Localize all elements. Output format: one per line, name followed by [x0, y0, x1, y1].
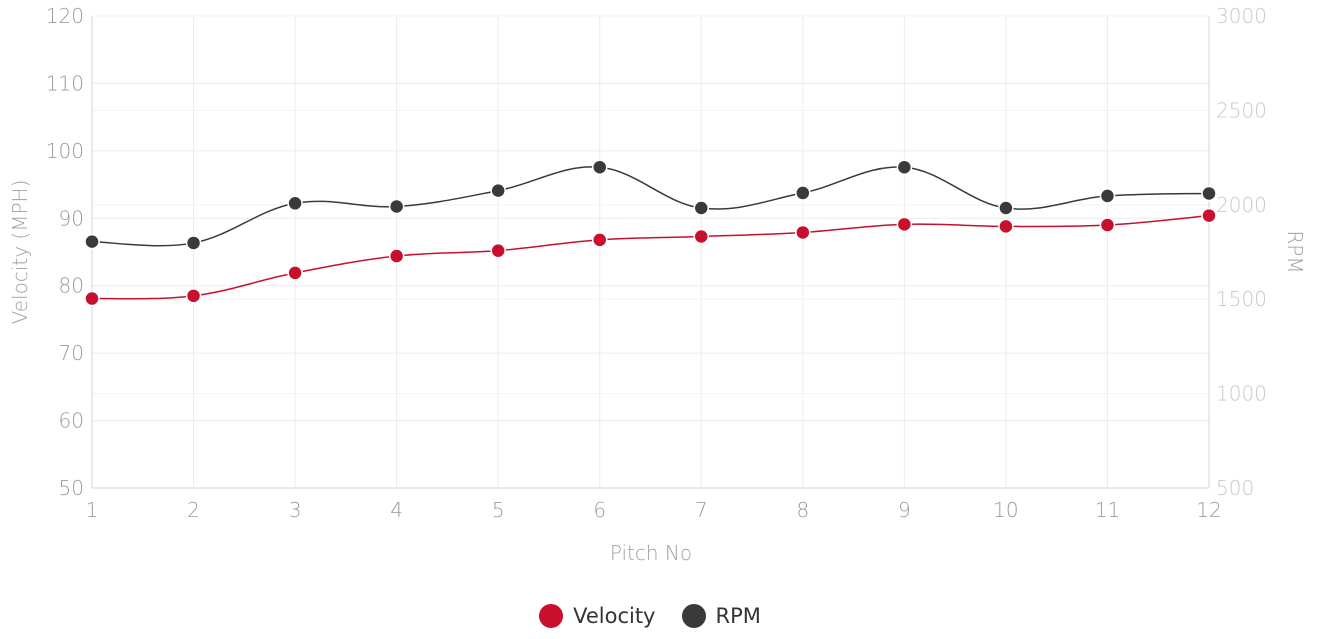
- data-point-velocity[interactable]: [287, 265, 303, 281]
- left-tick-label: 80: [59, 274, 84, 298]
- legend-label-velocity: Velocity: [573, 604, 656, 628]
- x-tick-label: 12: [1196, 498, 1221, 522]
- left-tick-label: 90: [59, 206, 84, 230]
- x-tick-label: 1: [86, 498, 99, 522]
- data-point-velocity[interactable]: [490, 242, 506, 259]
- left-tick-label: 100: [46, 139, 84, 163]
- legend-item-rpm[interactable]: RPM: [681, 604, 761, 628]
- data-point-rpm[interactable]: [287, 195, 303, 212]
- x-tick-label: 8: [796, 498, 809, 522]
- data-point-rpm[interactable]: [591, 159, 608, 175]
- data-point-rpm[interactable]: [1201, 185, 1217, 202]
- data-point-velocity[interactable]: [693, 228, 710, 245]
- left-axis-ticks: 50 60 70 80 90 100 110 120: [46, 4, 84, 500]
- data-point-rpm[interactable]: [998, 200, 1014, 216]
- data-point-velocity[interactable]: [795, 224, 811, 241]
- legend-swatch-rpm: [681, 604, 706, 628]
- right-tick-label: 500: [1216, 476, 1254, 500]
- x-tick-label: 3: [289, 498, 302, 522]
- legend-swatch-velocity: [539, 604, 564, 628]
- data-point-rpm[interactable]: [84, 233, 100, 250]
- data-point-velocity[interactable]: [84, 290, 100, 307]
- data-point-velocity[interactable]: [388, 248, 405, 264]
- x-tick-label: 4: [390, 498, 403, 522]
- x-tick-label: 7: [695, 498, 708, 522]
- x-tick-label: 5: [492, 498, 505, 522]
- right-axis-ticks: 500 1000 1500 2000 2500 3000: [1216, 4, 1267, 500]
- left-tick-label: 70: [59, 341, 84, 365]
- legend-label-rpm: RPM: [715, 604, 761, 628]
- x-tick-label: 6: [593, 498, 606, 522]
- data-point-velocity[interactable]: [591, 232, 608, 248]
- left-tick-label: 120: [46, 4, 84, 28]
- right-tick-label: 1000: [1216, 382, 1267, 406]
- right-tick-label: 2500: [1216, 98, 1267, 122]
- data-point-velocity[interactable]: [1099, 217, 1116, 233]
- grid-lines: [91, 15, 1210, 489]
- data-point-rpm[interactable]: [490, 182, 506, 199]
- x-tick-label: 2: [187, 498, 200, 522]
- data-point-velocity[interactable]: [1201, 207, 1217, 224]
- data-point-rpm[interactable]: [1099, 188, 1116, 204]
- right-tick-label: 3000: [1216, 4, 1267, 28]
- left-tick-label: 60: [59, 409, 84, 433]
- data-point-velocity[interactable]: [185, 288, 202, 304]
- series-lines: [91, 166, 1210, 300]
- y-axis-title: Velocity (MPH): [8, 180, 32, 325]
- left-tick-label: 110: [46, 71, 84, 95]
- right-tick-label: 2000: [1216, 193, 1267, 217]
- right-tick-label: 1500: [1216, 287, 1267, 311]
- data-point-rpm[interactable]: [185, 235, 202, 251]
- x-tick-label: 9: [898, 498, 911, 522]
- series-line-rpm: [91, 166, 1210, 247]
- data-point-rpm[interactable]: [388, 198, 405, 215]
- data-point-velocity[interactable]: [998, 218, 1014, 235]
- x-axis-ticks: 1 2 3 4 5 6 7 8 9 10 11 12: [86, 498, 1222, 522]
- y2-axis-title: RPM: [1283, 230, 1307, 273]
- x-tick-label: 10: [993, 498, 1018, 522]
- data-point-velocity[interactable]: [896, 216, 913, 233]
- series-line-velocity: [91, 214, 1210, 300]
- legend-item-velocity[interactable]: Velocity: [539, 604, 656, 628]
- x-axis-title: Pitch No: [610, 541, 692, 565]
- series-points[interactable]: [84, 159, 1217, 307]
- legend: Velocity RPM: [0, 604, 1300, 628]
- data-point-rpm[interactable]: [693, 200, 710, 216]
- data-point-rpm[interactable]: [795, 185, 811, 201]
- left-tick-label: 50: [59, 476, 84, 500]
- x-tick-label: 11: [1095, 498, 1120, 522]
- data-point-rpm[interactable]: [896, 159, 913, 175]
